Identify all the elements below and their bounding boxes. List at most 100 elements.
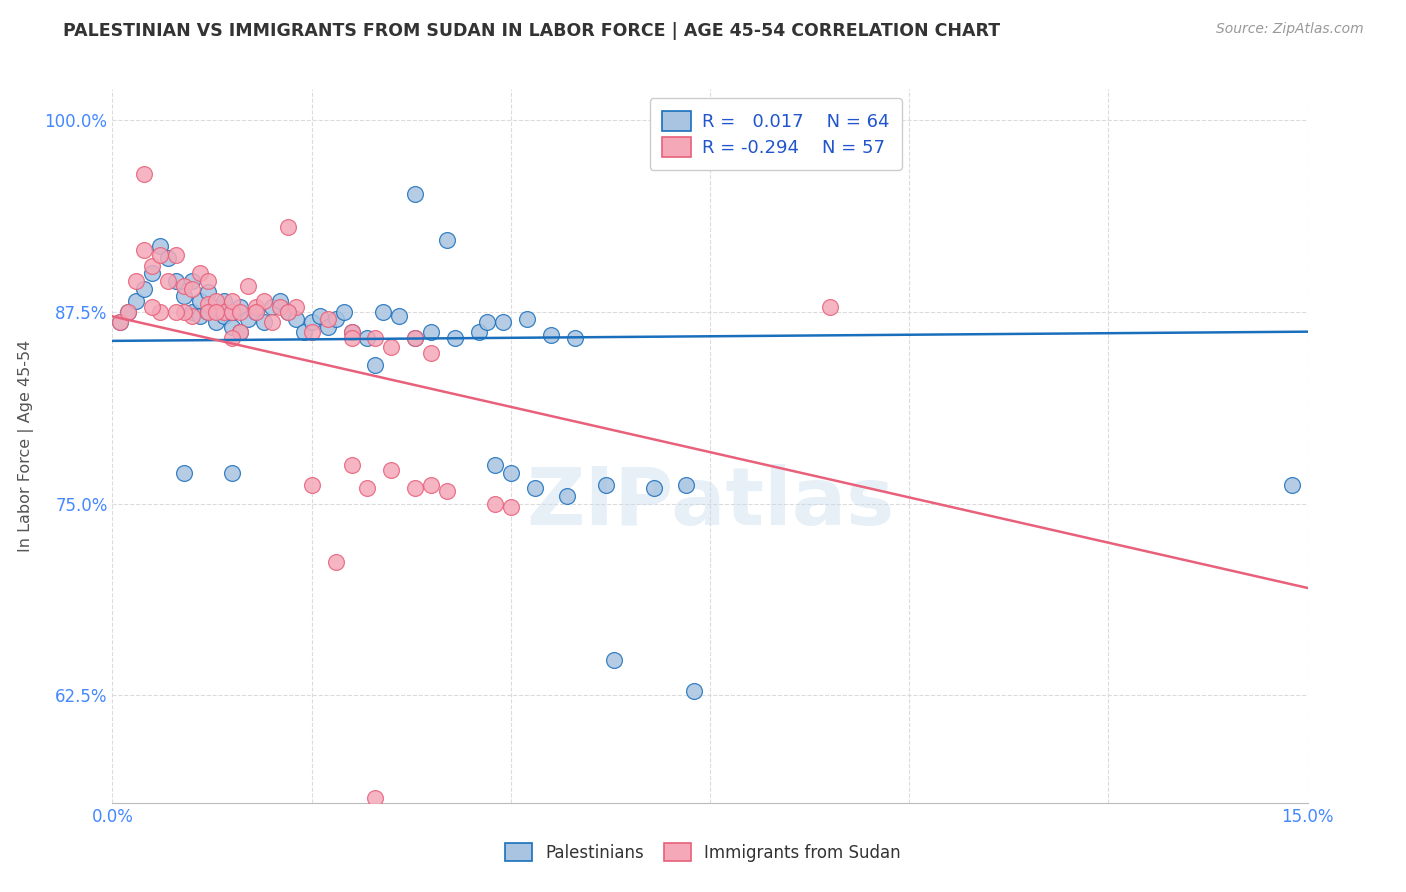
Point — [141, 300, 163, 314]
Point — [141, 259, 163, 273]
Point — [110, 316, 132, 330]
Point — [277, 304, 299, 318]
Point — [141, 266, 163, 280]
Point — [181, 304, 204, 318]
Point — [340, 331, 363, 345]
Point — [818, 300, 841, 314]
Point — [197, 297, 219, 311]
Point — [229, 325, 252, 339]
Point — [420, 325, 443, 339]
Point — [134, 167, 156, 181]
Point — [245, 300, 267, 314]
Point — [340, 458, 363, 473]
Point — [236, 278, 259, 293]
Point — [420, 478, 443, 492]
Point — [212, 304, 235, 318]
Point — [165, 248, 187, 262]
Point — [301, 316, 323, 330]
Point — [229, 304, 252, 318]
Point — [340, 325, 363, 339]
Point — [444, 331, 467, 345]
Point — [364, 359, 387, 373]
Point — [292, 325, 315, 339]
Point — [380, 463, 402, 477]
Point — [188, 310, 211, 324]
Point — [499, 500, 522, 514]
Point — [212, 293, 235, 308]
Point — [332, 304, 354, 318]
Point — [221, 304, 243, 318]
Point — [212, 310, 235, 324]
Point — [125, 293, 148, 308]
Point — [197, 304, 219, 318]
Text: Source: ZipAtlas.com: Source: ZipAtlas.com — [1216, 22, 1364, 37]
Point — [149, 304, 172, 318]
Point — [325, 312, 347, 326]
Point — [555, 489, 578, 503]
Point — [221, 331, 243, 345]
Point — [325, 555, 347, 569]
Point — [373, 304, 395, 318]
Point — [221, 304, 243, 318]
Point — [205, 293, 228, 308]
Point — [157, 274, 180, 288]
Point — [301, 478, 323, 492]
Point — [260, 316, 283, 330]
Point — [134, 244, 156, 258]
Point — [149, 238, 172, 252]
Point — [404, 331, 426, 345]
Point — [221, 466, 243, 480]
Point — [253, 316, 276, 330]
Point — [188, 293, 211, 308]
Point — [308, 310, 330, 324]
Point — [356, 331, 378, 345]
Point — [540, 327, 562, 342]
Point — [564, 331, 586, 345]
Point — [484, 497, 506, 511]
Point — [499, 466, 522, 480]
Point — [277, 220, 299, 235]
Point — [205, 316, 228, 330]
Y-axis label: In Labor Force | Age 45-54: In Labor Force | Age 45-54 — [17, 340, 34, 552]
Point — [284, 300, 307, 314]
Point — [301, 325, 323, 339]
Point — [134, 282, 156, 296]
Point — [253, 293, 276, 308]
Point — [436, 484, 458, 499]
Point — [523, 481, 546, 495]
Point — [229, 300, 252, 314]
Point — [436, 233, 458, 247]
Point — [404, 331, 426, 345]
Point — [516, 312, 538, 326]
Point — [245, 304, 267, 318]
Point — [197, 285, 219, 299]
Point — [356, 481, 378, 495]
Point — [157, 251, 180, 265]
Point — [404, 186, 426, 201]
Point — [675, 478, 697, 492]
Point — [188, 266, 211, 280]
Point — [229, 325, 252, 339]
Point — [468, 325, 491, 339]
Point — [197, 304, 219, 318]
Point — [475, 316, 498, 330]
Point — [260, 300, 283, 314]
Point — [404, 481, 426, 495]
Point — [340, 325, 363, 339]
Point — [388, 310, 411, 324]
Point — [165, 274, 187, 288]
Point — [484, 458, 506, 473]
Point — [595, 478, 617, 492]
Point — [269, 293, 291, 308]
Point — [603, 653, 626, 667]
Point — [643, 481, 665, 495]
Point — [221, 293, 243, 308]
Point — [197, 274, 219, 288]
Point — [173, 278, 195, 293]
Point — [117, 304, 139, 318]
Point — [245, 304, 267, 318]
Point — [110, 316, 132, 330]
Point — [316, 320, 339, 334]
Point — [173, 289, 195, 303]
Point — [181, 282, 204, 296]
